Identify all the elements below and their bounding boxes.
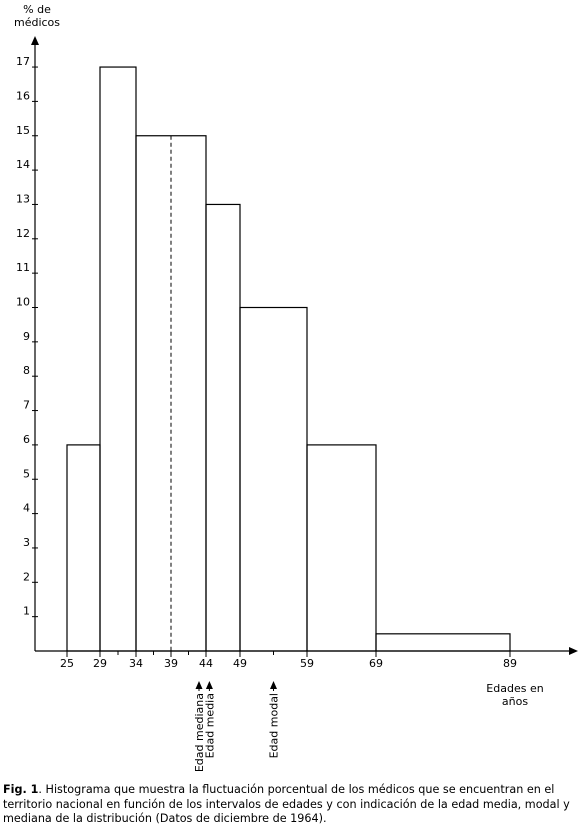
y-tick-label: 16	[16, 89, 30, 102]
y-tick-label: 5	[23, 467, 30, 480]
x-tick-label: 69	[369, 657, 383, 670]
x-axis-arrow-icon	[569, 647, 578, 655]
histogram-bar	[66, 444, 101, 652]
annotation-label: Edad modal	[268, 693, 281, 758]
x-tick-label: 59	[300, 657, 314, 670]
x-tick-label: 29	[93, 657, 107, 670]
x-tick-label: 39	[164, 657, 178, 670]
x-tick-label: 44	[199, 657, 213, 670]
figure-caption-text: . Histograma que muestra la fluctuación …	[3, 783, 570, 825]
x-tick-label: 34	[129, 657, 143, 670]
y-tick-label: 9	[23, 330, 30, 343]
x-tick-label: 25	[60, 657, 74, 670]
histogram-bar	[375, 633, 511, 652]
histogram-bar	[239, 306, 308, 652]
annotation-label: Edad mediana	[193, 693, 206, 772]
y-axis-title-line: % de	[23, 3, 51, 16]
y-tick-label: 4	[23, 502, 30, 515]
y-tick-label: 13	[16, 192, 30, 205]
figure-caption: Fig. 1. Histograma que muestra la fluctu…	[3, 783, 575, 827]
histogram-bar	[306, 444, 377, 652]
y-tick-label: 17	[16, 55, 30, 68]
histogram-bar	[99, 66, 137, 652]
annotation-arrow-icon	[205, 681, 213, 689]
annotation-arrow-icon	[195, 681, 203, 689]
y-axis-arrow-icon	[31, 36, 39, 45]
y-tick-label: 3	[23, 536, 30, 549]
y-tick-label: 6	[23, 433, 30, 446]
y-tick-label: 10	[16, 296, 30, 309]
histogram-bar	[205, 203, 241, 652]
x-axis-title-line: años	[502, 695, 528, 708]
y-tick-label: 2	[23, 570, 30, 583]
y-tick-label: 8	[23, 364, 30, 377]
y-axis-title-line: médicos	[14, 16, 60, 29]
x-tick-label: 49	[233, 657, 247, 670]
y-tick-label: 15	[16, 124, 30, 137]
y-tick-label: 14	[16, 158, 30, 171]
x-tick-label: 89	[503, 657, 517, 670]
annotation-label: Edad media	[203, 693, 216, 758]
y-tick-label: 11	[16, 261, 30, 274]
annotation-arrow-icon	[270, 681, 277, 689]
y-tick-label: 12	[16, 227, 30, 240]
figure-label: Fig. 1	[3, 783, 39, 796]
y-tick-label: 1	[23, 605, 30, 618]
y-tick-label: 7	[23, 399, 30, 412]
x-axis-title-line: Edades en	[486, 682, 543, 695]
